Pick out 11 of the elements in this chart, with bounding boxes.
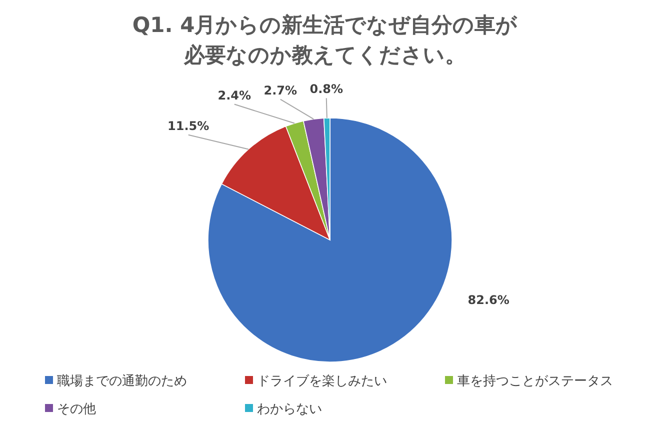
- legend-label: その他: [57, 402, 96, 417]
- data-label: 0.8%: [310, 82, 344, 96]
- chart-title: Q1. 4月からの新生活でなぜ自分の車が必要なのか教えてください。: [131, 12, 519, 69]
- legend-label: ドライブを楽しみたい: [257, 374, 387, 389]
- legend-label: わからない: [257, 402, 322, 417]
- legend-label: 職場までの通勤のため: [57, 374, 187, 389]
- data-label: 82.6%: [468, 293, 510, 308]
- data-label: 2.7%: [264, 83, 298, 98]
- data-label: 2.4%: [218, 88, 252, 102]
- legend-label: 車を持つことがステータス: [457, 374, 613, 389]
- data-label: 11.5%: [168, 118, 210, 133]
